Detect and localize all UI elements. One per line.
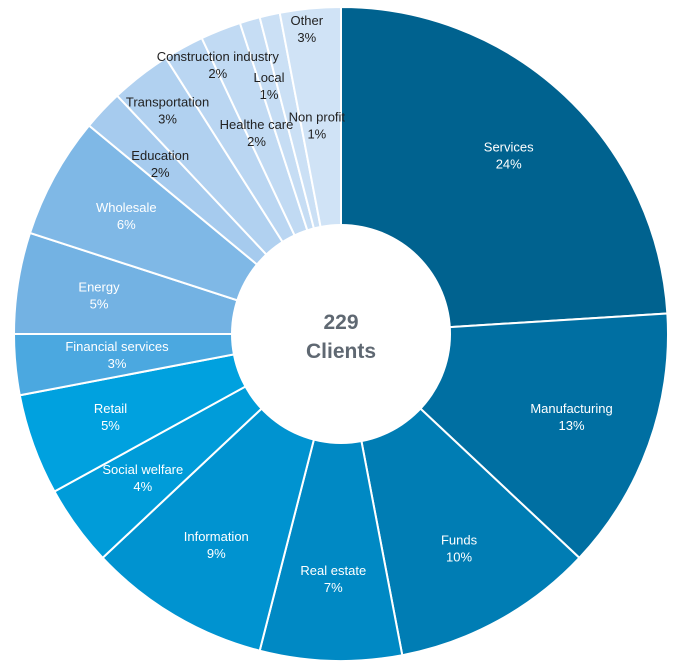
slice-label: Information 9% — [184, 529, 249, 561]
slice-label: Energy 5% — [78, 280, 120, 312]
donut-hole — [231, 224, 451, 444]
slice-label: Financial services 3% — [65, 339, 169, 371]
slice-label: Local 1% — [253, 70, 284, 102]
slice-label: Services 24% — [484, 139, 534, 171]
center-caption: Clients — [306, 340, 376, 363]
center-count: 229 — [323, 311, 358, 334]
slice-label: Retail 5% — [94, 401, 127, 433]
slice-label: Healthe care 2% — [220, 117, 294, 149]
slice-real-estate — [258, 333, 404, 662]
slice-label: Wholesale 6% — [96, 200, 157, 232]
slice-labels: Services 24% Manufacturing 13% Funds 10% Real … — [65, 13, 612, 595]
slice-label: Construction industry 2% — [157, 49, 280, 81]
slice-label: Other 3% — [291, 13, 324, 45]
slice-label: Real estate 7% — [300, 563, 366, 595]
slice-label: Transportation 3% — [126, 94, 209, 126]
slice-label: Funds 10% — [441, 533, 478, 565]
slice-label: Education 2% — [131, 148, 189, 180]
slice-label: Non profit 1% — [289, 109, 346, 141]
slice-label: Manufacturing 13% — [530, 401, 612, 433]
slice-label: Social welfare 4% — [102, 462, 183, 494]
slice-services — [340, 5, 669, 336]
